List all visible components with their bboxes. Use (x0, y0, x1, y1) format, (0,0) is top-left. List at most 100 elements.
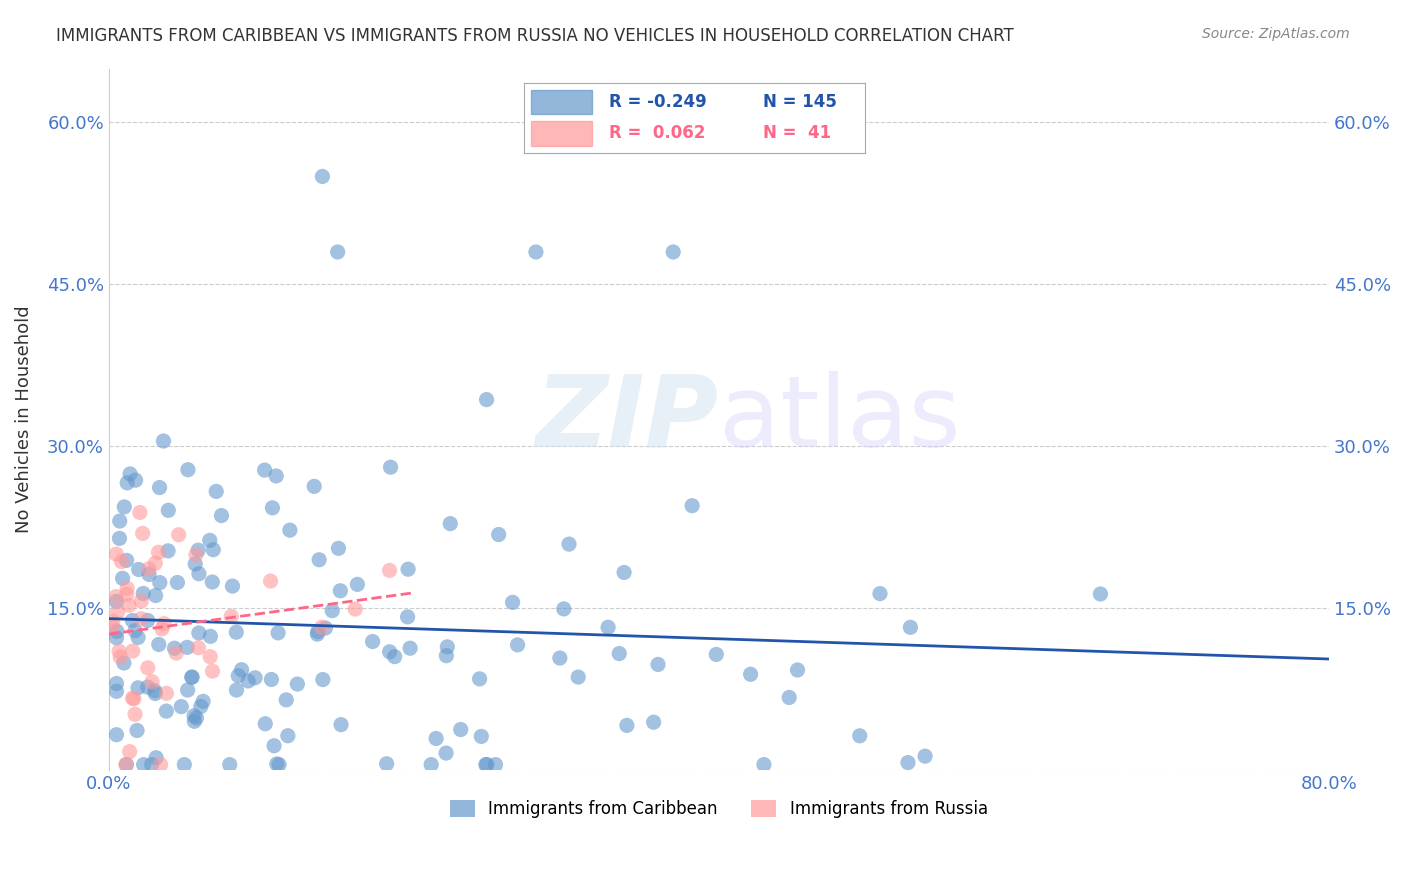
Immigrants from Caribbean (176, 683, 198, 698)
Immigrants from Caribbean (136, 680, 159, 694)
Immigrants from Caribbean (183, 714, 205, 729)
Immigrants from Russia (184, 548, 207, 562)
Immigrants from Russia (138, 562, 160, 576)
Immigrants from Caribbean (211, 508, 233, 523)
Immigrants from Caribbean (105, 684, 128, 698)
Immigrants from Russia (124, 707, 146, 722)
Immigrants from Caribbean (200, 629, 222, 643)
Immigrants from Caribbean (647, 657, 669, 672)
Immigrants from Caribbean (643, 715, 665, 730)
Immigrants from Caribbean (752, 757, 775, 772)
Immigrants from Russia (201, 664, 224, 678)
Immigrants from Russia (101, 614, 124, 628)
Immigrants from Caribbean (187, 543, 209, 558)
Immigrants from Caribbean (105, 676, 128, 690)
Immigrants from Caribbean (266, 756, 288, 771)
Immigrants from Caribbean (267, 625, 290, 640)
Immigrants from Caribbean (900, 620, 922, 634)
Immigrants from Caribbean (121, 614, 143, 628)
Immigrants from Caribbean (681, 499, 703, 513)
Immigrants from Caribbean (285, 677, 308, 691)
Immigrants from Caribbean (105, 594, 128, 608)
Immigrants from Russia (131, 526, 153, 541)
Immigrants from Caribbean (484, 757, 506, 772)
Immigrants from Russia (121, 691, 143, 706)
Immigrants from Caribbean (425, 731, 447, 746)
Immigrants from Caribbean (132, 757, 155, 772)
Immigrants from Caribbean (307, 624, 329, 639)
Immigrants from Caribbean (115, 553, 138, 567)
Immigrants from Caribbean (276, 693, 298, 707)
Immigrants from Caribbean (148, 481, 170, 495)
Immigrants from Caribbean (170, 699, 193, 714)
Immigrants from Caribbean (112, 500, 135, 514)
Immigrants from Caribbean (488, 527, 510, 541)
Immigrants from Caribbean (128, 562, 150, 576)
Immigrants from Russia (129, 594, 152, 608)
Immigrants from Russia (105, 590, 128, 604)
Immigrants from Caribbean (502, 595, 524, 609)
Immigrants from Caribbean (253, 463, 276, 477)
Immigrants from Russia (121, 644, 143, 658)
Immigrants from Caribbean (198, 533, 221, 548)
Immigrants from Caribbean (607, 647, 630, 661)
Immigrants from Russia (122, 691, 145, 706)
Immigrants from Russia (149, 757, 172, 772)
Immigrants from Caribbean (434, 746, 457, 760)
Immigrants from Russia (187, 640, 209, 655)
Immigrants from Caribbean (778, 690, 800, 705)
Immigrants from Russia (114, 757, 136, 772)
Immigrants from Caribbean (321, 604, 343, 618)
Immigrants from Caribbean (108, 514, 131, 528)
Text: atlas: atlas (718, 371, 960, 467)
Immigrants from Caribbean (157, 544, 180, 558)
Immigrants from Caribbean (187, 566, 209, 581)
Immigrants from Caribbean (218, 757, 240, 772)
Immigrants from Caribbean (740, 667, 762, 681)
Immigrants from Russia (165, 646, 187, 660)
Immigrants from Russia (344, 602, 367, 616)
Immigrants from Caribbean (157, 503, 180, 517)
Immigrants from Caribbean (141, 757, 163, 772)
Immigrants from Caribbean (155, 704, 177, 718)
Immigrants from Caribbean (225, 625, 247, 640)
Immigrants from Caribbean (173, 757, 195, 772)
Immigrants from Caribbean (613, 566, 636, 580)
Immigrants from Caribbean (470, 730, 492, 744)
Text: IMMIGRANTS FROM CARIBBEAN VS IMMIGRANTS FROM RUSSIA NO VEHICLES IN HOUSEHOLD COR: IMMIGRANTS FROM CARIBBEAN VS IMMIGRANTS … (56, 27, 1014, 45)
Immigrants from Russia (143, 556, 166, 570)
Immigrants from Caribbean (420, 757, 443, 772)
Immigrants from Caribbean (145, 750, 167, 764)
Immigrants from Caribbean (238, 673, 260, 688)
Immigrants from Caribbean (143, 683, 166, 698)
Immigrants from Caribbean (326, 244, 349, 259)
Immigrants from Russia (153, 616, 176, 631)
Immigrants from Caribbean (186, 711, 208, 725)
Immigrants from Russia (148, 545, 170, 559)
Immigrants from Caribbean (558, 537, 581, 551)
Immigrants from Caribbean (108, 532, 131, 546)
Immigrants from Caribbean (132, 586, 155, 600)
Immigrants from Russia (107, 605, 129, 619)
Immigrants from Caribbean (187, 626, 209, 640)
Immigrants from Caribbean (201, 574, 224, 589)
Immigrants from Caribbean (181, 670, 204, 684)
Immigrants from Caribbean (361, 634, 384, 648)
Immigrants from Caribbean (328, 541, 350, 556)
Immigrants from Caribbean (524, 244, 547, 259)
Immigrants from Caribbean (567, 670, 589, 684)
Immigrants from Caribbean (191, 694, 214, 708)
Immigrants from Caribbean (314, 621, 336, 635)
Immigrants from Caribbean (475, 392, 498, 407)
Immigrants from Russia (136, 661, 159, 675)
Immigrants from Caribbean (166, 575, 188, 590)
Text: Source: ZipAtlas.com: Source: ZipAtlas.com (1202, 27, 1350, 41)
Immigrants from Caribbean (384, 649, 406, 664)
Immigrants from Caribbean (105, 631, 128, 645)
Immigrants from Russia (259, 574, 281, 588)
Immigrants from Caribbean (202, 542, 225, 557)
Immigrants from Caribbean (308, 553, 330, 567)
Immigrants from Caribbean (225, 683, 247, 698)
Immigrants from Caribbean (450, 723, 472, 737)
Immigrants from Caribbean (914, 749, 936, 764)
